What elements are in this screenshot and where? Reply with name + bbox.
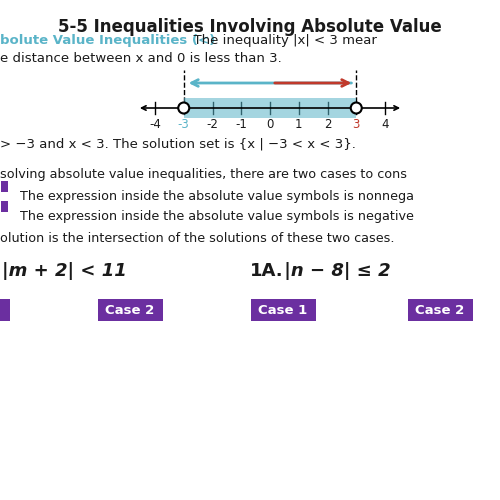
Text: -3: -3	[178, 118, 190, 131]
Circle shape	[351, 102, 362, 114]
Text: 1: 1	[295, 118, 302, 131]
Text: 0: 0	[266, 118, 274, 131]
Text: bolute Value Inequalities (<): bolute Value Inequalities (<)	[0, 34, 215, 47]
Text: 3: 3	[352, 118, 360, 131]
Text: e distance between x and 0 is less than 3.: e distance between x and 0 is less than …	[0, 52, 282, 65]
Text: |m + 2| < 11: |m + 2| < 11	[2, 262, 127, 280]
Text: 4: 4	[382, 118, 389, 131]
Bar	[1, 181, 8, 192]
Text: The inequality |x| < 3 mear: The inequality |x| < 3 mear	[185, 34, 377, 47]
Circle shape	[178, 102, 189, 114]
Text: -4: -4	[149, 118, 161, 131]
Text: olution is the intersection of the solutions of these two cases.: olution is the intersection of the solut…	[0, 232, 394, 245]
Bar	[184, 98, 356, 118]
Text: Case 1: Case 1	[258, 304, 308, 316]
Bar	[250, 299, 316, 321]
Text: solving absolute value inequalities, there are two cases to cons: solving absolute value inequalities, the…	[0, 168, 407, 181]
Text: > −3 and x < 3. The solution set is {x | −3 < x < 3}.: > −3 and x < 3. The solution set is {x |…	[0, 138, 356, 151]
Text: -2: -2	[206, 118, 218, 131]
Text: The expression inside the absolute value symbols is negative: The expression inside the absolute value…	[12, 210, 414, 223]
Bar	[0, 299, 10, 321]
Bar	[408, 299, 472, 321]
Text: 2: 2	[324, 118, 331, 131]
Bar	[98, 299, 162, 321]
Text: 5-5 Inequalities Involving Absolute Value: 5-5 Inequalities Involving Absolute Valu…	[58, 18, 442, 36]
Text: -1: -1	[236, 118, 247, 131]
Text: Case 2: Case 2	[106, 304, 154, 316]
Bar	[1, 201, 8, 212]
Text: The expression inside the absolute value symbols is nonnega: The expression inside the absolute value…	[12, 190, 414, 203]
Text: Case 2: Case 2	[416, 304, 465, 316]
Text: |n − 8| ≤ 2: |n − 8| ≤ 2	[278, 262, 390, 280]
Text: 1A.: 1A.	[250, 262, 284, 280]
